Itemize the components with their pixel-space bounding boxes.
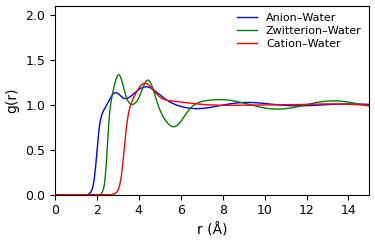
Zwitterion–Water — [367, 105, 372, 108]
Line: Cation–Water: Cation–Water — [55, 83, 369, 195]
Zwitterion–Water — [187, 108, 192, 111]
Cation–Water — [367, 104, 372, 107]
Zwitterion–Water — [117, 73, 121, 76]
Cation–Water — [173, 100, 178, 103]
Anion–Water — [327, 103, 332, 106]
Cation–Water — [143, 82, 147, 85]
Legend: Anion–Water, Zwitterion–Water, Cation–Water: Anion–Water, Zwitterion–Water, Cation–Wa… — [235, 11, 364, 51]
Zwitterion–Water — [107, 114, 112, 117]
Zwitterion–Water — [88, 193, 93, 196]
Line: Anion–Water: Anion–Water — [55, 87, 369, 195]
Cation–Water — [361, 104, 366, 106]
Y-axis label: g(r): g(r) — [6, 87, 20, 113]
Cation–Water — [187, 102, 192, 104]
Cation–Water — [53, 193, 57, 196]
Cation–Water — [327, 103, 332, 105]
Zwitterion–Water — [361, 104, 366, 106]
Anion–Water — [367, 103, 372, 106]
Anion–Water — [53, 193, 57, 196]
Anion–Water — [187, 107, 192, 110]
Anion–Water — [88, 191, 93, 194]
Anion–Water — [107, 98, 112, 101]
Cation–Water — [88, 193, 93, 196]
Zwitterion–Water — [53, 193, 57, 196]
Zwitterion–Water — [327, 99, 332, 102]
Anion–Water — [361, 103, 366, 106]
Anion–Water — [144, 85, 148, 88]
Zwitterion–Water — [173, 125, 178, 128]
Anion–Water — [173, 103, 178, 106]
X-axis label: r (Å): r (Å) — [197, 223, 227, 237]
Cation–Water — [107, 193, 112, 196]
Line: Zwitterion–Water: Zwitterion–Water — [55, 75, 369, 195]
